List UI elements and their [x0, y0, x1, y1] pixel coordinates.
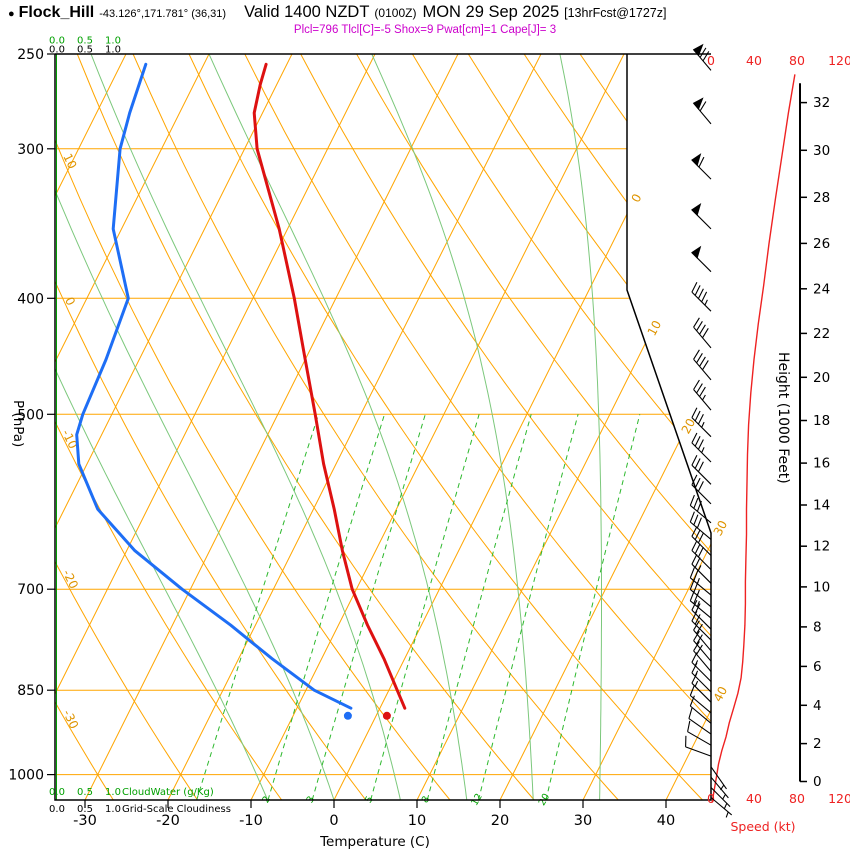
moist-adiabat-lines	[55, 54, 602, 800]
svg-text:1.0: 1.0	[105, 45, 121, 56]
svg-text:1000: 1000	[8, 768, 44, 784]
svg-text:0: 0	[62, 295, 78, 308]
svg-text:18: 18	[813, 413, 830, 429]
svg-text:1.0: 1.0	[105, 787, 121, 798]
station-name: Flock_Hill	[18, 4, 95, 21]
svg-text:Grid-Scale Cloudiness: Grid-Scale Cloudiness	[122, 804, 231, 815]
svg-text:250: 250	[17, 47, 44, 63]
valid-time: Valid 1400 NZDT	[244, 3, 370, 21]
svg-text:-20: -20	[156, 813, 180, 829]
svg-text:40: 40	[746, 53, 762, 68]
svg-text:80: 80	[789, 791, 805, 806]
pressure-axis: 250 300 400 500 700 850 1000	[8, 47, 55, 784]
wind-speed-curve	[711, 74, 796, 803]
svg-text:850: 850	[17, 683, 44, 699]
svg-text:-10: -10	[239, 813, 263, 829]
svg-text:700: 700	[17, 582, 44, 598]
cloudwater-scale-top: 0.0 0.5 1.0 0.0 0.5 1.0	[49, 36, 121, 56]
svg-text:120: 120	[828, 791, 850, 806]
svg-text:30: 30	[574, 813, 592, 829]
valid-zulu: (0100Z)	[374, 6, 417, 20]
svg-text:10: 10	[645, 318, 665, 338]
svg-text:40: 40	[711, 684, 731, 704]
plot-grid	[55, 54, 711, 800]
svg-text:12: 12	[813, 539, 830, 555]
axis-titles: P (hPa) Temperature (C) Height (1000 Feet)	[10, 352, 791, 850]
cloudwater-scale-bottom: 0.0 0.5 1.0 CloudWater (g/Kg) 0.0 0.5 1.0 Grid-…	[49, 787, 231, 815]
svg-text:2: 2	[813, 736, 822, 752]
stability-indices: Plcl=796 Tlcl[C]=-5 Shox=9 Pwat[cm]=1 Ca…	[293, 24, 557, 36]
surface-dewpoint-marker	[343, 711, 352, 720]
svg-text:0: 0	[628, 191, 644, 204]
svg-text:0.5: 0.5	[77, 36, 93, 47]
svg-text:0.0: 0.0	[49, 45, 65, 56]
svg-text:0.0: 0.0	[49, 36, 65, 47]
station-coords: -43.126°,171.781° (36,31)	[99, 8, 227, 20]
svg-text:0: 0	[707, 53, 715, 68]
svg-text:26: 26	[813, 236, 830, 252]
svg-text:Height (1000 Feet): Height (1000 Feet)	[775, 352, 791, 484]
svg-text:30: 30	[813, 143, 830, 159]
svg-text:0.5: 0.5	[77, 804, 93, 815]
svg-text:8: 8	[813, 619, 822, 635]
svg-text:10: 10	[813, 579, 830, 595]
isobar-lines	[55, 54, 711, 776]
svg-text:10: 10	[408, 813, 426, 829]
svg-text:32: 32	[813, 95, 830, 111]
surface-temp-marker	[382, 711, 391, 720]
svg-text:22: 22	[813, 326, 830, 342]
svg-text:0.5: 0.5	[77, 787, 93, 798]
forecast-lead: [13hrFcst@1727z]	[564, 6, 667, 20]
svg-text:30: 30	[711, 518, 731, 538]
svg-text:4: 4	[813, 698, 822, 714]
svg-text:Temperature (C): Temperature (C)	[319, 834, 430, 850]
svg-text:20: 20	[491, 813, 509, 829]
svg-text:500: 500	[17, 407, 44, 423]
svg-text:300: 300	[17, 142, 44, 158]
svg-text:0.5: 0.5	[77, 45, 93, 56]
svg-text:0.0: 0.0	[49, 804, 65, 815]
svg-text:80: 80	[789, 53, 805, 68]
valid-date: MON 29 Sep 2025	[422, 3, 560, 21]
svg-text:CloudWater (g/Kg): CloudWater (g/Kg)	[122, 787, 214, 798]
isotherm-labels: 0 10 20 30 40	[628, 191, 730, 704]
svg-text:40: 40	[746, 791, 762, 806]
svg-text:-30: -30	[73, 813, 97, 829]
svg-text:16: 16	[813, 456, 830, 472]
svg-text:6: 6	[813, 659, 822, 675]
svg-text:400: 400	[17, 291, 44, 307]
svg-text:24: 24	[813, 281, 830, 297]
svg-text:P (hPa): P (hPa)	[10, 400, 26, 447]
station-bullet-icon: ●	[8, 8, 15, 20]
svg-text:-30: -30	[60, 707, 81, 731]
title-bar: ● Flock_Hill -43.126°,171.781° (36,31) V…	[0, 3, 850, 22]
wind-barbs	[685, 43, 733, 818]
mixing-ratio-lines	[196, 414, 641, 800]
plot-border	[54, 53, 712, 801]
temperature-axis: -30 -20 -10 0 10 20 30 40	[73, 800, 675, 829]
svg-text:10: 10	[60, 151, 79, 171]
svg-text:14: 14	[813, 497, 830, 513]
svg-text:120: 120	[828, 53, 850, 68]
svg-text:0: 0	[813, 774, 822, 790]
svg-text:0.0: 0.0	[49, 787, 65, 798]
temperature-curve	[252, 62, 407, 710]
svg-text:20: 20	[679, 416, 699, 436]
svg-text:Speed (kt): Speed (kt)	[730, 819, 795, 834]
svg-text:1.0: 1.0	[105, 36, 121, 47]
svg-text:0: 0	[707, 791, 715, 806]
svg-text:28: 28	[813, 190, 830, 206]
svg-text:0: 0	[329, 813, 338, 829]
dewpoint-curve	[75, 62, 353, 710]
svg-text:-20: -20	[60, 567, 81, 591]
svg-text:40: 40	[657, 813, 675, 829]
svg-text:20: 20	[813, 370, 830, 386]
svg-text:1.0: 1.0	[105, 804, 121, 815]
